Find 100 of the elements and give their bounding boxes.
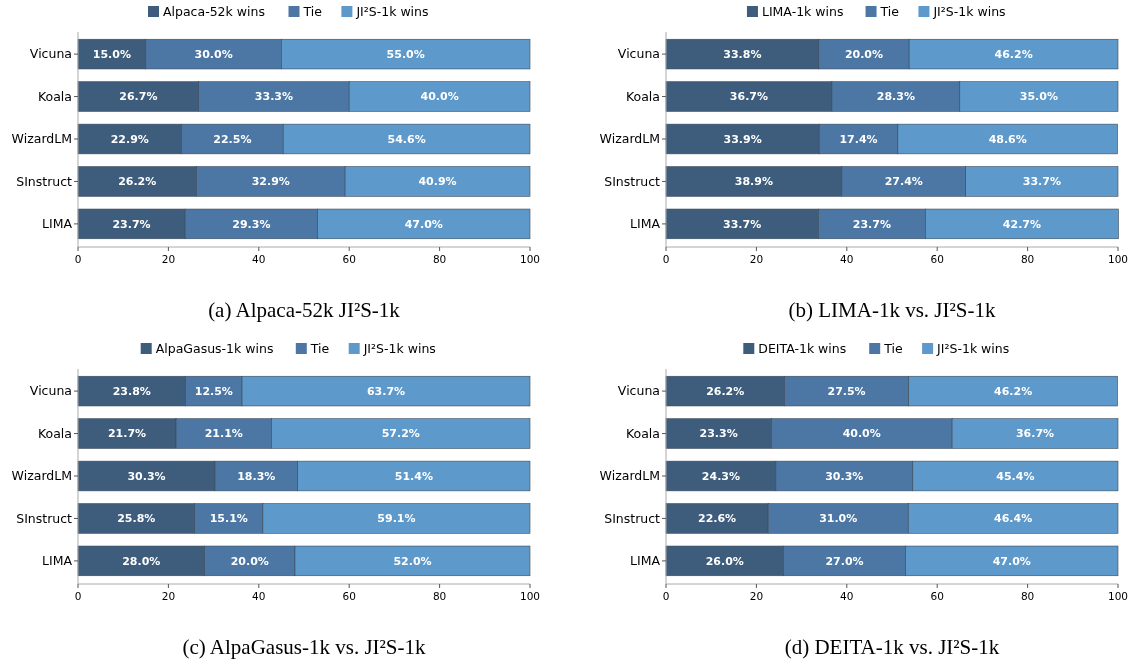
y-tick-label: Vicuna	[617, 46, 660, 62]
data-label: 27.4%	[884, 175, 923, 189]
legend-label: JI²S-1k wins	[932, 4, 1006, 20]
data-label: 17.4%	[839, 132, 878, 146]
data-label: 31.0%	[819, 512, 858, 526]
data-label: 38.9%	[734, 175, 773, 189]
data-label: 20.0%	[844, 47, 884, 61]
x-tick-label: 80	[432, 253, 447, 265]
data-label: 46.2%	[994, 384, 1033, 398]
legend-label: AlpaGasus-1k wins	[155, 341, 274, 357]
legend-label: Tie	[883, 341, 903, 357]
y-tick-label: Koala	[625, 88, 660, 104]
data-label: 32.9%	[251, 175, 290, 189]
x-tick-label: 80	[1020, 253, 1035, 265]
x-tick-label: 40	[252, 253, 266, 265]
y-tick-label: Vicuna	[29, 46, 72, 62]
x-tick-label: 80	[1020, 590, 1035, 602]
data-label: 51.4%	[394, 469, 433, 483]
y-tick-label: WizardLM	[599, 468, 660, 484]
y-tick-label: LIMA	[630, 216, 661, 232]
data-label: 33.9%	[723, 132, 762, 146]
data-label: 42.7%	[1002, 217, 1042, 231]
y-tick-label: WizardLM	[11, 131, 72, 147]
data-label: 46.2%	[994, 47, 1033, 61]
y-tick-label: WizardLM	[11, 468, 72, 484]
x-tick-label: 40	[840, 253, 854, 265]
data-label: 47.0%	[992, 554, 1031, 568]
x-tick-label: 0	[74, 253, 82, 265]
legend-label: Alpaca-52k wins	[163, 4, 265, 20]
data-label: 55.0%	[386, 47, 425, 61]
y-tick-label: LIMA	[42, 216, 73, 232]
data-label: 47.0%	[404, 217, 443, 231]
x-tick-label: 60	[342, 253, 356, 265]
data-label: 30.3%	[825, 469, 864, 483]
data-label: 36.7%	[729, 90, 769, 104]
y-tick-label: LIMA	[630, 553, 661, 569]
data-label: 40.0%	[842, 427, 881, 441]
data-label: 40.0%	[420, 90, 459, 104]
x-tick-label: 20	[749, 253, 764, 265]
data-label: 45.4%	[996, 469, 1035, 483]
data-label: 27.0%	[825, 554, 864, 568]
data-label: 33.7%	[1022, 175, 1061, 189]
data-label: 15.0%	[92, 47, 131, 61]
data-label: 48.6%	[988, 132, 1027, 146]
data-label: 40.9%	[418, 175, 457, 189]
x-tick-label: 0	[74, 590, 82, 602]
data-label: 59.1%	[377, 512, 416, 526]
data-label: 20.0%	[230, 554, 269, 568]
y-tick-label: SInstruct	[16, 173, 73, 189]
data-label: 29.3%	[232, 217, 271, 231]
legend-label: LIMA-1k wins	[761, 4, 844, 20]
data-label: 23.8%	[112, 384, 151, 398]
data-label: 33.7%	[723, 217, 762, 231]
data-label: 26.2%	[706, 384, 745, 398]
legend-label: Tie	[302, 4, 323, 20]
text: (b) LIMA-1k vs. JI²S-1k	[788, 298, 996, 322]
data-label: 33.3%	[254, 90, 294, 104]
y-tick-label: Koala	[37, 425, 72, 441]
x-tick-label: 80	[432, 590, 447, 602]
legend-label: JI²S-1k wins	[936, 341, 1010, 357]
text: (a) Alpaca-52k JI²S-1k	[208, 298, 401, 322]
x-tick-label: 0	[662, 590, 670, 602]
y-tick-label: Vicuna	[29, 383, 72, 399]
data-label: 52.0%	[393, 554, 432, 568]
data-label: 18.3%	[237, 469, 276, 483]
x-tick-label: 100	[1107, 590, 1129, 602]
data-label: 27.5%	[827, 384, 866, 398]
x-tick-label: 100	[519, 590, 541, 602]
data-label: 54.6%	[387, 132, 426, 146]
data-label: 30.3%	[127, 469, 166, 483]
x-tick-label: 40	[840, 590, 854, 602]
y-tick-label: WizardLM	[599, 131, 660, 147]
data-label: 15.1%	[209, 512, 248, 526]
data-label: 26.7%	[119, 90, 158, 104]
x-tick-label: 20	[749, 590, 764, 602]
x-tick-label: 40	[252, 590, 266, 602]
x-tick-label: 60	[342, 590, 356, 602]
data-label: 26.0%	[705, 554, 744, 568]
series-label: JI²S-1k wins	[362, 341, 436, 357]
x-tick-label: 60	[930, 590, 944, 602]
series-label: JI²S-1k wins	[355, 4, 429, 20]
data-label: 22.9%	[110, 132, 149, 146]
y-tick-label: Vicuna	[617, 383, 660, 399]
legend-label: Tie	[309, 341, 330, 357]
y-tick-label: SInstruct	[604, 510, 661, 526]
data-label: 21.1%	[204, 427, 243, 441]
text: (c) AlpaGasus-1k vs. JI²S-1k	[182, 635, 427, 659]
data-label: 28.0%	[122, 554, 161, 568]
legend-label: DEITA-1k wins	[758, 341, 847, 357]
data-label: 33.8%	[723, 47, 762, 61]
data-label: 23.3%	[699, 427, 738, 441]
data-label: 26.2%	[118, 175, 157, 189]
data-label: 63.7%	[366, 384, 406, 398]
text: (d) DEITA-1k vs. JI²S-1k	[784, 635, 1000, 659]
x-tick-label: 60	[930, 253, 944, 265]
data-label: 46.4%	[994, 512, 1033, 526]
x-tick-label: 0	[662, 253, 670, 265]
data-label: 36.7%	[1015, 427, 1055, 441]
data-label: 28.3%	[876, 90, 915, 104]
data-label: 23.7%	[112, 217, 151, 231]
